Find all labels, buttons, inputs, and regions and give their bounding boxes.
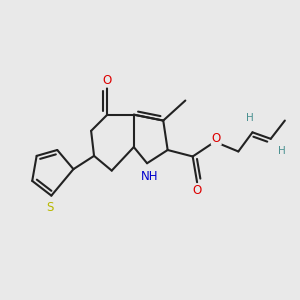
Text: O: O	[193, 184, 202, 197]
Text: O: O	[212, 132, 221, 145]
Text: S: S	[46, 201, 54, 214]
Text: H: H	[278, 146, 286, 156]
Text: O: O	[103, 74, 112, 87]
Text: NH: NH	[141, 170, 159, 183]
Text: H: H	[246, 113, 254, 123]
